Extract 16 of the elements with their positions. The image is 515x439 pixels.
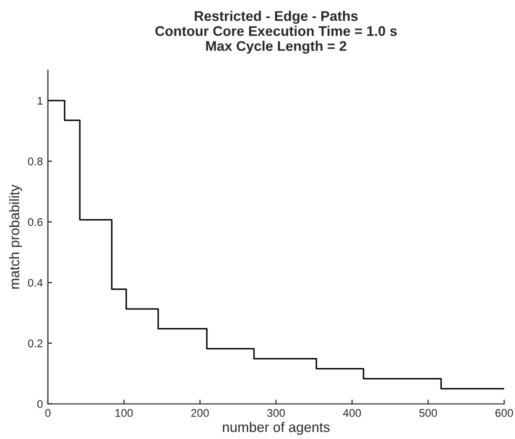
chart-title: Restricted - Edge - Paths Contour Core Execution Time = 1.0 s Max Cycle Length = 2 — [155, 10, 397, 54]
x-tick-label: 500 — [419, 409, 437, 417]
x-tick-label: 0 — [45, 409, 51, 417]
y-tick-label: 0.2 — [28, 339, 42, 348]
x-tick-label: 100 — [116, 409, 133, 417]
y-tick-label: 0.4 — [28, 278, 43, 287]
y-tick-label: 0 — [37, 400, 43, 408]
x-tick-label: 300 — [267, 409, 285, 417]
x-tick-label: 600 — [495, 409, 514, 417]
x-tick-label: 400 — [343, 409, 361, 417]
x-axis-title: number of agents — [222, 422, 330, 435]
y-tick-label: 0.8 — [28, 158, 43, 166]
y-tick-label: 1 — [38, 96, 42, 105]
y-tick-label: 0.6 — [28, 218, 43, 226]
y-axis-title: match probability — [9, 184, 22, 289]
x-tick-label: 200 — [191, 409, 209, 417]
